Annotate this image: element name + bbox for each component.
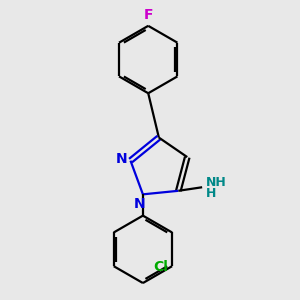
Text: N: N <box>134 197 145 211</box>
Text: H: H <box>206 187 216 200</box>
Text: N: N <box>116 152 128 166</box>
Text: NH: NH <box>206 176 226 190</box>
Text: F: F <box>143 8 153 22</box>
Text: Cl: Cl <box>153 260 168 274</box>
